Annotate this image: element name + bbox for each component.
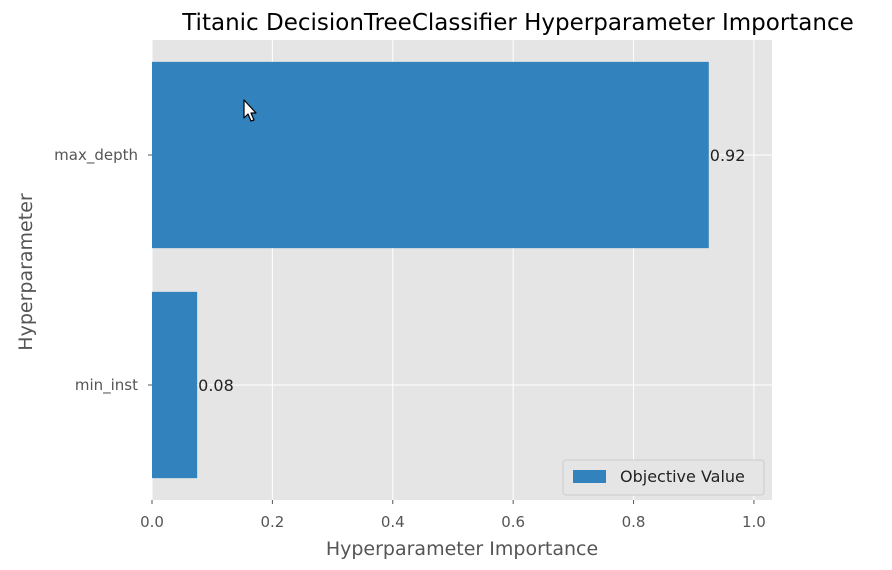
y-axis-ticks: max_depth min_inst	[54, 146, 152, 395]
x-tick-label: 1.0	[742, 513, 766, 531]
bar-max-depth	[152, 61, 709, 249]
x-axis-ticks: 0.0 0.2 0.4 0.6 0.8 1.0	[140, 500, 766, 531]
data-label: 0.92	[710, 146, 746, 165]
y-tick-label: max_depth	[54, 146, 138, 165]
data-labels: 0.92 0.08	[198, 146, 745, 395]
mouse-cursor-icon	[243, 99, 257, 122]
x-tick-label: 0.2	[260, 513, 284, 531]
x-tick-label: 0.4	[381, 513, 405, 531]
bars	[152, 61, 709, 479]
y-axis-title: Hyperparameter	[15, 193, 37, 351]
x-tick-label: 0.6	[501, 513, 525, 531]
data-label: 0.08	[198, 376, 234, 395]
y-tick-label: min_inst	[75, 376, 138, 395]
x-tick-label: 0.8	[622, 513, 646, 531]
x-tick-label: 0.0	[140, 513, 164, 531]
x-axis-title: Hyperparameter Importance	[326, 538, 598, 560]
legend: Objective Value	[562, 459, 765, 496]
chart-title: Titanic DecisionTreeClassifier Hyperpara…	[181, 10, 854, 36]
legend-box	[562, 459, 765, 496]
legend-label: Objective Value	[620, 467, 745, 486]
bar-min-inst	[152, 291, 198, 479]
legend-swatch	[573, 470, 606, 483]
